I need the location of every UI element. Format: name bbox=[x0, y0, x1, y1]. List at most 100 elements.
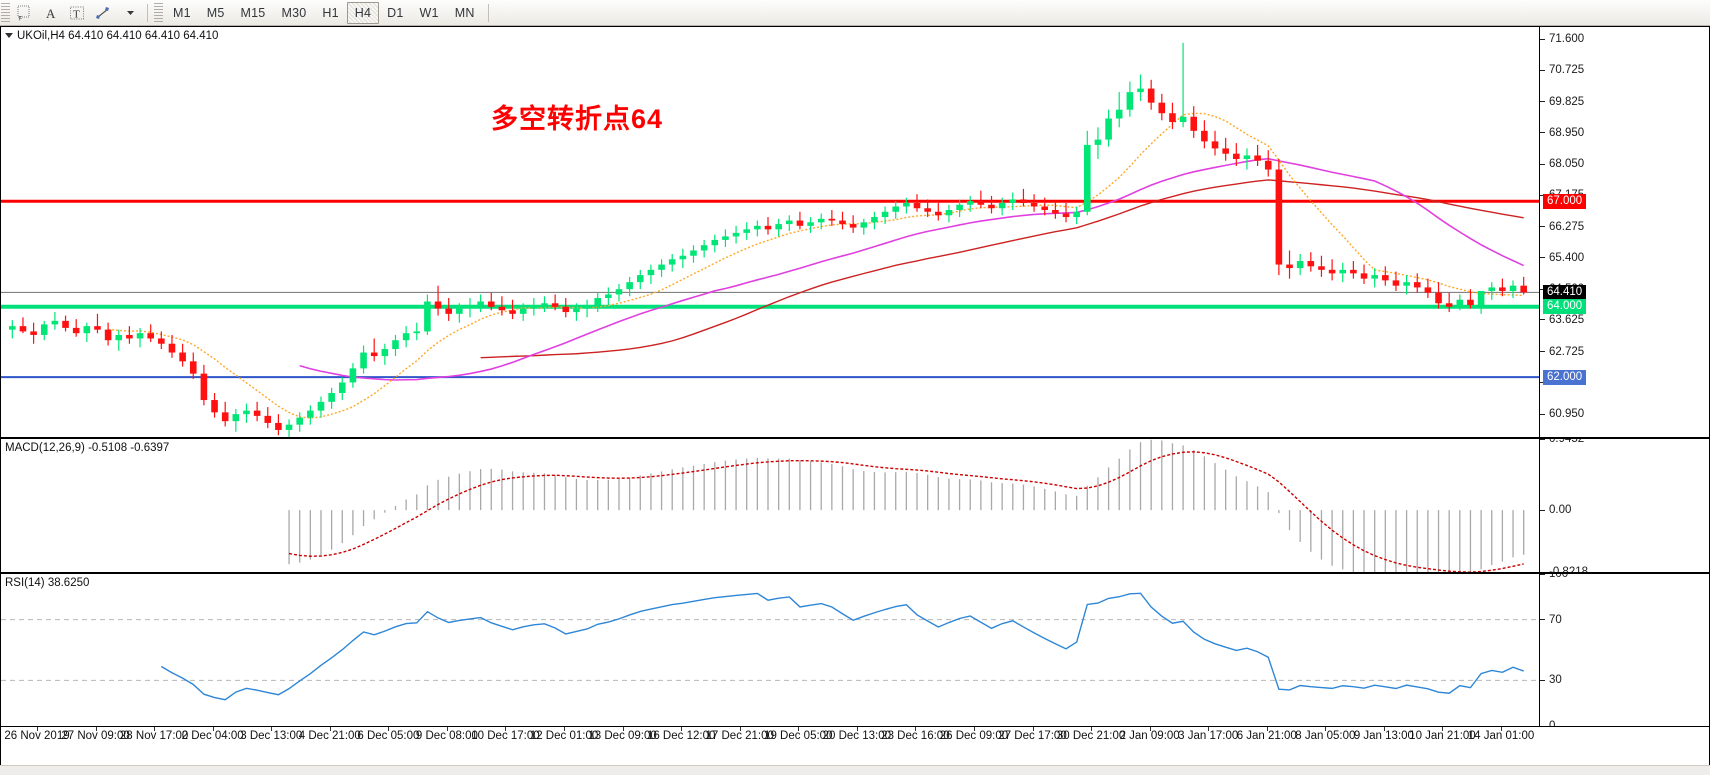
timeframe-m30[interactable]: M30 bbox=[281, 5, 307, 20]
timeframe-m5[interactable]: M5 bbox=[206, 5, 225, 20]
price-legend: UKOil,H4 64.410 64.410 64.410 64.410 bbox=[5, 30, 218, 42]
svg-text:F: F bbox=[19, 16, 23, 22]
rsi-legend: RSI(14) 38.6250 bbox=[5, 577, 90, 589]
symbol-dropdown-icon[interactable] bbox=[5, 33, 13, 39]
time-tick bbox=[1149, 727, 1151, 731]
time-label: 23 Dec 16:00 bbox=[881, 730, 950, 742]
time-tick bbox=[915, 727, 917, 731]
time-label: 28 Nov 17:00 bbox=[119, 730, 189, 742]
rsi-plot[interactable] bbox=[1, 574, 1539, 726]
time-label: 12 Dec 01:00 bbox=[529, 730, 599, 742]
time-tick bbox=[564, 727, 566, 731]
rsi-axis[interactable]: 100 70 30 0 bbox=[1539, 574, 1709, 726]
time-label: 26 Nov 2019 bbox=[4, 730, 70, 742]
time-tick bbox=[1032, 727, 1034, 731]
time-tick bbox=[212, 727, 214, 731]
price-plot[interactable]: 多空转折点64 bbox=[1, 27, 1539, 437]
last-price-bid: 64.410 bbox=[1543, 284, 1587, 300]
time-label: 6 Jan 21:00 bbox=[1236, 730, 1297, 742]
time-label: 17 Dec 21:00 bbox=[705, 730, 774, 742]
time-label: 10 Jan 21:00 bbox=[1409, 730, 1476, 742]
time-label: 13 Dec 09:00 bbox=[588, 730, 657, 742]
time-label: 3 Dec 13:00 bbox=[240, 730, 303, 742]
time-label: 10 Dec 17:00 bbox=[471, 730, 540, 742]
time-tick bbox=[681, 727, 683, 731]
price-tick-68-050: 68.050 bbox=[1540, 158, 1584, 170]
timeframe-m1[interactable]: M1 bbox=[173, 5, 191, 20]
price-tick-66-275: 66.275 bbox=[1540, 221, 1584, 233]
status-bar bbox=[0, 765, 1710, 775]
time-label: 14 Jan 01:00 bbox=[1467, 730, 1535, 742]
price-tick-65-400: 65.400 bbox=[1540, 252, 1584, 264]
price-tick-69-825: 69.825 bbox=[1540, 96, 1584, 108]
time-tick bbox=[973, 727, 975, 731]
price-candles bbox=[1, 42, 1539, 437]
time-tick bbox=[1442, 727, 1444, 731]
rsi-series bbox=[1, 592, 1539, 701]
timeframe-h4[interactable]: H4 bbox=[346, 1, 380, 24]
label-tool-icon[interactable]: T bbox=[64, 2, 90, 24]
rsi-tick-30: 30 bbox=[1540, 674, 1562, 686]
time-label: 19 Dec 05:00 bbox=[764, 730, 833, 742]
time-label: 8 Jan 05:00 bbox=[1295, 730, 1356, 742]
main-toolbar: F A T M1 M5 M1 bbox=[0, 0, 1710, 26]
time-label: 9 Dec 08:00 bbox=[415, 730, 478, 742]
macd-tick-0_00: 0.00 bbox=[1540, 504, 1571, 516]
rsi-tick-0: 0 bbox=[1540, 720, 1555, 726]
time-tick bbox=[739, 727, 741, 731]
time-tick bbox=[1266, 727, 1268, 731]
time-tick bbox=[271, 727, 273, 731]
time-label: 16 Dec 12:00 bbox=[646, 730, 716, 742]
time-tick bbox=[798, 727, 800, 731]
price-tick-62-725: 62.725 bbox=[1540, 346, 1584, 358]
chart-annotation: 多空转折点64 bbox=[491, 104, 664, 134]
time-tick bbox=[1091, 727, 1093, 731]
timeframe-w1[interactable]: W1 bbox=[419, 5, 439, 20]
objects-icon[interactable] bbox=[90, 2, 118, 24]
support-64: 64.000 bbox=[1543, 299, 1587, 315]
price-panel[interactable]: 多空转折点64 71.600 70.725 69.825 68.950 68.050 67… bbox=[0, 26, 1710, 438]
chart-area[interactable]: 多空转折点64 71.600 70.725 69.825 68.950 68.050 67… bbox=[0, 26, 1710, 775]
time-tick bbox=[446, 727, 448, 731]
toolbar-grip-2[interactable] bbox=[154, 2, 163, 23]
price-tick-60-950: 60.950 bbox=[1540, 408, 1584, 420]
timeframe-group: M1 M5 M15 M30 H1 H4 D1 W1 MN bbox=[165, 1, 483, 24]
toolbar-separator-1 bbox=[147, 3, 148, 22]
crosshair-icon[interactable]: F bbox=[12, 2, 38, 24]
time-label: 27 Dec 17:00 bbox=[998, 730, 1067, 742]
price-legend-text: UKOil,H4 64.410 64.410 64.410 64.410 bbox=[17, 30, 219, 42]
time-label: 3 Jan 17:00 bbox=[1178, 730, 1239, 742]
dropdown-arrow-icon[interactable] bbox=[118, 2, 142, 24]
time-label: 4 Dec 21:00 bbox=[298, 730, 361, 742]
time-tick bbox=[154, 727, 156, 731]
resistance-67: 67.000 bbox=[1543, 193, 1587, 209]
time-label: 2 Dec 04:00 bbox=[181, 730, 244, 742]
price-axis[interactable]: 71.60070.72569.82568.95068.05067.17566.2… bbox=[1539, 27, 1709, 437]
time-label: 30 Dec 21:00 bbox=[1056, 730, 1126, 742]
toolbar-grip-1[interactable] bbox=[1, 2, 10, 23]
price-tick-71-600: 71.600 bbox=[1540, 33, 1584, 45]
macd-panel[interactable]: 0.9452 0.00 -0.8218 MACD(12,26,9) -0.5108 … bbox=[0, 438, 1710, 573]
macd-series bbox=[288, 439, 1525, 572]
time-label: 27 Nov 09:00 bbox=[61, 730, 130, 742]
timeframe-d1[interactable]: D1 bbox=[387, 5, 404, 20]
macd-plot[interactable] bbox=[1, 439, 1539, 572]
timeframe-mn[interactable]: MN bbox=[454, 5, 475, 20]
time-label: 20 Dec 13:00 bbox=[822, 730, 892, 742]
price-tick-68-950: 68.950 bbox=[1540, 127, 1584, 139]
time-label: 2 Jan 09:00 bbox=[1119, 730, 1180, 742]
macd-legend: MACD(12,26,9) -0.5108 -0.6397 bbox=[5, 442, 170, 454]
time-tick bbox=[37, 727, 38, 731]
timeframe-m15[interactable]: M15 bbox=[240, 5, 266, 20]
time-tick bbox=[505, 727, 507, 731]
text-tool-icon[interactable]: A bbox=[38, 2, 64, 24]
time-tick bbox=[329, 727, 331, 731]
macd-tick-_0_8218: -0.8218 bbox=[1540, 566, 1588, 572]
timeframe-h1[interactable]: H1 bbox=[322, 5, 339, 20]
rsi-panel[interactable]: 100 70 30 0 RSI(14) 38.6250 bbox=[0, 573, 1710, 727]
macd-axis[interactable]: 0.9452 0.00 -0.8218 bbox=[1539, 439, 1709, 572]
rsi-tick-100: 100 bbox=[1540, 574, 1568, 580]
time-label: 6 Dec 05:00 bbox=[357, 730, 420, 742]
macd-tick-0_9452: 0.9452 bbox=[1540, 439, 1584, 445]
